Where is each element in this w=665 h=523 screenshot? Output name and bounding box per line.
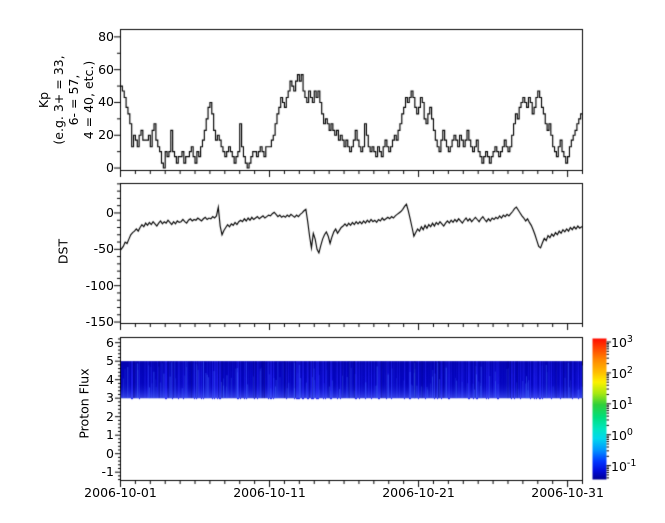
colorbar-tick-base: 10 bbox=[611, 427, 627, 443]
x-tick-label: 2006-10-11 bbox=[233, 485, 306, 500]
colorbar-tick-base: 10 bbox=[611, 396, 627, 412]
colorbar-tick-label: 10-1 bbox=[611, 456, 636, 475]
colorbar bbox=[592, 338, 607, 480]
x-tick-label: 2006-10-31 bbox=[531, 485, 604, 500]
colorbar-tick-exponent: 1 bbox=[626, 395, 633, 407]
dst-panel bbox=[120, 183, 583, 324]
proton-ytick-label: 6 bbox=[106, 334, 114, 350]
dst-axis-label: DST bbox=[55, 238, 71, 265]
kp-ytick-label: 40 bbox=[98, 94, 114, 110]
colorbar-tick-base: 10 bbox=[611, 366, 627, 382]
dst-ytick-label: -150 bbox=[85, 314, 114, 330]
proton-ytick-label: 1 bbox=[106, 427, 114, 443]
colorbar-tick-exponent: -1 bbox=[626, 457, 637, 469]
colorbar-tick-exponent: 0 bbox=[626, 426, 633, 438]
colorbar-tick-exponent: 3 bbox=[626, 334, 633, 345]
proton-ytick-label: 5 bbox=[106, 353, 114, 369]
kp-ytick-label: 60 bbox=[98, 61, 114, 77]
colorbar-tick-base: 10 bbox=[611, 335, 627, 351]
kp-ytick-label: 80 bbox=[98, 28, 114, 44]
colorbar-tick-label: 100 bbox=[611, 425, 633, 444]
kp-panel bbox=[120, 29, 583, 171]
x-tick-label: 2006-10-01 bbox=[84, 485, 157, 500]
proton-ytick-label: 2 bbox=[106, 408, 114, 424]
kp-ytick-label: 20 bbox=[98, 127, 114, 143]
dst-ytick-label: 0 bbox=[106, 204, 114, 220]
proton-ytick-label: 0 bbox=[106, 445, 114, 461]
proton-ytick-label: -1 bbox=[101, 464, 114, 480]
colorbar-tick-base: 10 bbox=[611, 458, 627, 474]
colorbar-tick-label: 102 bbox=[611, 363, 633, 382]
colorbar-tick-exponent: 2 bbox=[626, 364, 633, 376]
proton-ytick-label: 3 bbox=[106, 390, 114, 406]
colorbar-tick-label: 103 bbox=[611, 332, 633, 351]
proton-flux-panel bbox=[120, 337, 583, 481]
colorbar-tick-label: 101 bbox=[611, 394, 633, 413]
kp-ytick-label: 0 bbox=[106, 160, 114, 176]
x-tick-label: 2006-10-21 bbox=[382, 485, 455, 500]
proton-ytick-label: 4 bbox=[106, 371, 114, 387]
dst-ytick-label: -50 bbox=[93, 241, 114, 257]
dst-ytick-label: -100 bbox=[85, 277, 114, 293]
